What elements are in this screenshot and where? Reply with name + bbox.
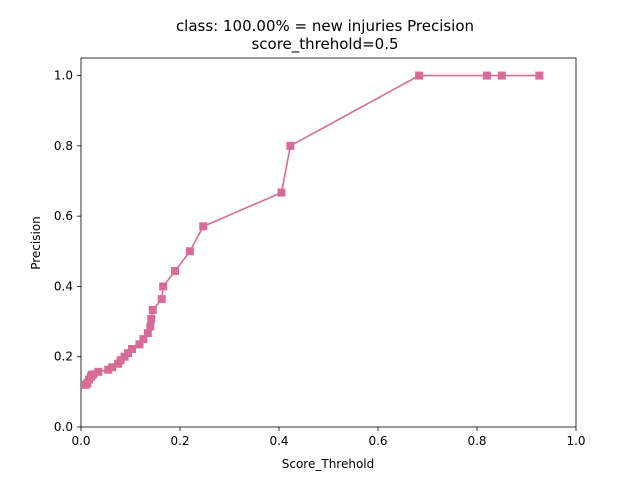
data-point-marker	[124, 349, 133, 358]
data-point-marker	[147, 314, 156, 323]
data-point-marker	[171, 266, 180, 275]
data-point-marker	[127, 344, 136, 353]
data-point-marker	[482, 71, 491, 80]
y-tick-label: 0.8	[54, 139, 73, 153]
x-axis-label: Score_Threhold	[282, 457, 375, 471]
data-point-marker	[159, 282, 168, 291]
data-point-marker	[415, 71, 424, 80]
data-point-marker	[535, 71, 544, 80]
data-point-marker	[286, 141, 295, 150]
x-tick-label: 0.4	[269, 434, 288, 448]
data-point-marker	[497, 71, 506, 80]
plot-frame	[80, 57, 577, 428]
x-tick-label: 0.6	[368, 434, 387, 448]
chart-title: class: 100.00% = new injuries Precision	[176, 17, 474, 35]
y-tick-label: 0.0	[54, 420, 73, 434]
data-point-marker	[146, 322, 155, 331]
data-point-marker	[139, 335, 148, 344]
y-tick-label: 0.4	[54, 279, 73, 293]
data-point-marker	[143, 329, 152, 338]
y-tick-label: 0.6	[54, 209, 73, 223]
data-point-marker	[94, 367, 103, 376]
x-tick-label: 0.0	[71, 434, 90, 448]
data-point-marker	[199, 222, 208, 231]
data-point-marker	[89, 370, 98, 379]
x-tick-label: 0.8	[467, 434, 486, 448]
data-point-marker	[185, 247, 194, 256]
x-tick-label: 0.2	[170, 434, 189, 448]
chart-subtitle: score_threhold=0.5	[251, 35, 398, 54]
y-tick-label: 0.2	[54, 350, 73, 364]
data-point-marker	[108, 363, 117, 372]
data-point-marker	[148, 305, 157, 314]
data-point-marker	[135, 340, 144, 349]
x-tick-label: 1.0	[566, 434, 585, 448]
data-point-marker	[157, 295, 166, 304]
data-point-marker	[277, 188, 286, 197]
y-axis-label: Precision	[29, 216, 43, 270]
plot-area: 0.0 0.2 0.4 0.6 0.8 1.0 0.0 0.2 0.4 0.6 0.8 1.0	[54, 57, 586, 448]
series-line	[85, 74, 540, 386]
y-tick-label: 1.0	[54, 69, 73, 83]
